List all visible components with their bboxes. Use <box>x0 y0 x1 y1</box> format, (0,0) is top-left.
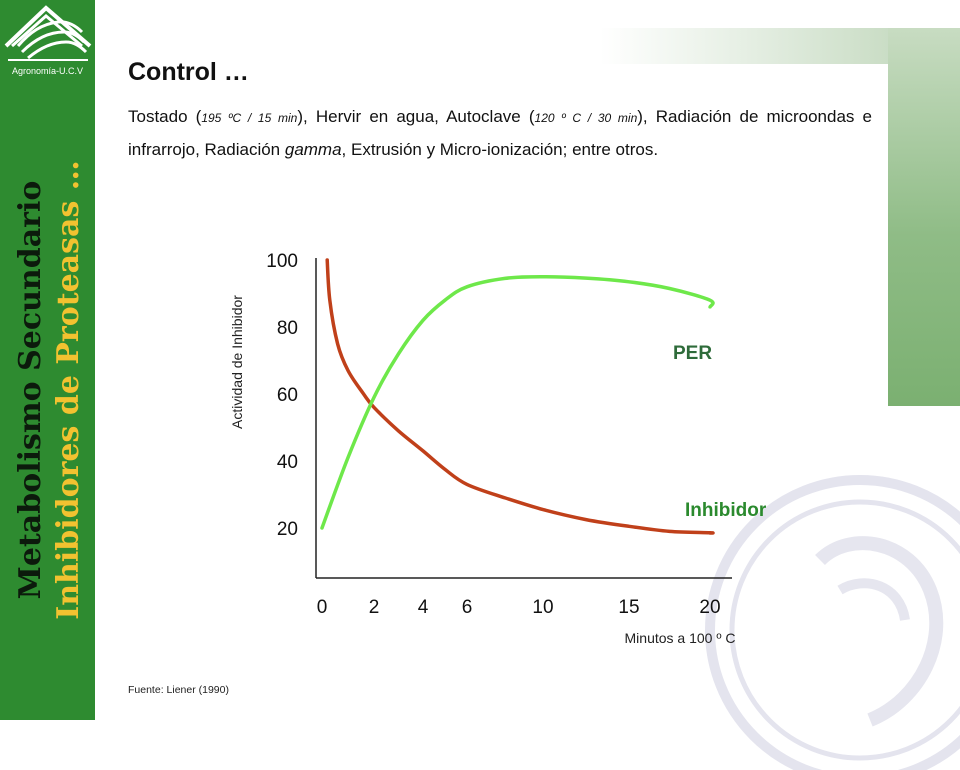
agronomia-logo-icon <box>4 5 92 61</box>
right-decor-bar <box>888 28 960 406</box>
body-text-part: , Extrusión y Micro-ionización; entre ot… <box>341 140 659 159</box>
y-tick-label: 20 <box>277 519 298 540</box>
x-tick-label: 4 <box>418 597 429 618</box>
body-text-part: ), Hervir en agua, Autoclave ( <box>297 107 535 126</box>
x-tick-label: 20 <box>699 597 720 618</box>
logo-caption: Agronomía-U.C.V <box>11 66 84 76</box>
y-tick-label: 80 <box>277 318 298 339</box>
x-tick-label: 10 <box>532 597 553 618</box>
body-text-condition: 120 º C / 30 min <box>534 111 638 125</box>
chart: 100 80 60 40 20 0 2 4 6 10 15 20 Actividad de Inhibi… <box>229 251 767 646</box>
y-axis-label: Actividad de Inhibidor <box>229 295 245 429</box>
source-citation: Fuente: Liener (1990) <box>128 684 229 696</box>
x-tick-label: 0 <box>317 597 328 618</box>
x-axis-label: Minutos a 100 º C <box>625 630 736 646</box>
series-label-inhibidor: Inhibidor <box>685 500 767 521</box>
series-line-per <box>320 275 715 530</box>
series-label-per: PER <box>673 343 712 364</box>
series-line-inhibidor <box>325 258 715 535</box>
x-tick-label: 2 <box>369 597 380 618</box>
sidebar: Agronomía-U.C.V Metabolismo Secundario I… <box>0 0 95 720</box>
y-tick-label: 100 <box>266 251 298 272</box>
x-tick-label: 15 <box>618 597 639 618</box>
body-text-emphasis: gamma <box>284 140 342 159</box>
body-text-part: Tostado ( <box>128 107 202 126</box>
x-tick-label: 6 <box>462 597 473 618</box>
body-text-part: ), Radiación de microondas e infrarrojo,… <box>128 107 872 159</box>
body-text-condition: 195 ºC / 15 min <box>201 111 298 125</box>
y-tick-label: 60 <box>277 385 298 406</box>
slide-body-text: Tostado (195 ºC / 15 min), Hervir en agu… <box>128 101 872 166</box>
y-tick-label: 40 <box>277 452 298 473</box>
slide-title: Control … <box>128 58 249 86</box>
